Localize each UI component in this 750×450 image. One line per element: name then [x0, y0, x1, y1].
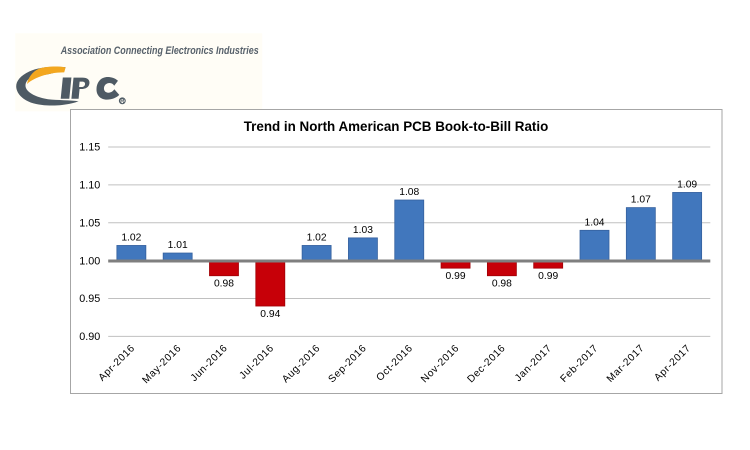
- svg-text:1.05: 1.05: [79, 217, 100, 229]
- svg-text:Trend in North American PCB Bo: Trend in North American PCB Book-to-Bill…: [244, 119, 549, 134]
- svg-text:1.04: 1.04: [584, 217, 604, 228]
- svg-text:0.98: 0.98: [492, 279, 512, 290]
- svg-text:0.99: 0.99: [538, 271, 558, 282]
- svg-text:1.00: 1.00: [79, 255, 100, 267]
- svg-text:1.07: 1.07: [631, 195, 651, 206]
- svg-text:1.02: 1.02: [121, 232, 141, 243]
- svg-text:0.94: 0.94: [260, 309, 280, 320]
- svg-text:0.99: 0.99: [446, 271, 466, 282]
- svg-text:1.08: 1.08: [399, 187, 419, 198]
- svg-text:0.95: 0.95: [79, 293, 100, 305]
- svg-text:1.09: 1.09: [677, 179, 697, 190]
- svg-text:0.98: 0.98: [214, 279, 234, 290]
- svg-text:Association Connecting Electro: Association Connecting Electronics Indus…: [60, 45, 259, 57]
- svg-text:1.03: 1.03: [353, 225, 373, 236]
- svg-text:R: R: [120, 99, 125, 105]
- svg-text:0.90: 0.90: [79, 331, 100, 343]
- svg-text:1.01: 1.01: [168, 240, 188, 251]
- svg-text:1.02: 1.02: [307, 232, 327, 243]
- svg-text:1.15: 1.15: [79, 142, 100, 154]
- svg-text:1.10: 1.10: [79, 180, 100, 192]
